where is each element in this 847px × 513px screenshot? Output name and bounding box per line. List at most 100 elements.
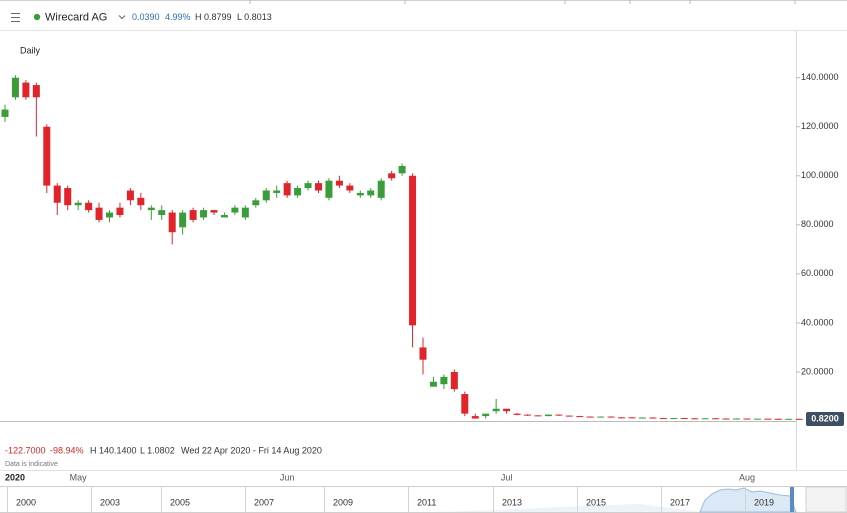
candle-body: [764, 418, 772, 420]
navigator-year: 2017: [670, 497, 690, 507]
x-tick-label: 2020: [5, 472, 25, 482]
candle-body: [283, 183, 291, 196]
candle-body: [356, 192, 364, 196]
navigator-year: 2005: [170, 497, 190, 507]
candle-body: [137, 197, 145, 206]
candle-body: [450, 371, 458, 390]
candle-body: [11, 77, 19, 98]
status-dot: [33, 13, 41, 21]
footer-change: -122.7000: [5, 445, 46, 455]
candle-body: [388, 173, 396, 179]
candle-body: [95, 207, 103, 220]
navigator-area-faint: [430, 504, 700, 512]
candle-body: [649, 417, 657, 419]
footer-high: H 140.1400: [90, 445, 137, 455]
candle-body: [565, 415, 573, 417]
candle-body: [116, 207, 124, 216]
navigator-year: 2015: [586, 497, 606, 507]
candle-body: [503, 408, 511, 412]
price-tag-bg: [806, 411, 844, 426]
candle-body: [189, 210, 197, 220]
candle-body: [273, 190, 281, 193]
candle-body: [367, 190, 375, 196]
candle-body: [513, 413, 521, 415]
candle-body: [200, 210, 208, 218]
footer-change-pct: -98.94%: [50, 445, 84, 455]
candle-body: [524, 414, 531, 416]
y-tick-label: 80.0000: [801, 219, 834, 229]
candle-body: [126, 190, 134, 201]
y-tick-label: 40.0000: [801, 317, 834, 327]
price-tag: 0.8200: [811, 413, 839, 423]
y-tick-label: 100.0000: [801, 170, 839, 180]
footer-range: Wed 22 Apr 2020 - Fri 14 Aug 2020: [181, 445, 322, 455]
navigator-scroll[interactable]: [805, 486, 847, 513]
candle-body: [638, 417, 646, 419]
candle-body: [377, 180, 385, 198]
navigator-year: 2019: [754, 497, 774, 507]
candle-body: [210, 210, 218, 213]
candle-body: [691, 418, 699, 420]
navigator-handle[interactable]: [790, 487, 794, 512]
candle-body: [231, 207, 239, 213]
footer-note: Data is indicative: [5, 461, 58, 468]
candle-body: [64, 188, 72, 206]
candle-body: [335, 180, 343, 186]
candle-body: [628, 417, 636, 419]
navigator-year: 2013: [502, 497, 522, 507]
top-tabs: [249, 0, 796, 4]
dropdown-chevron[interactable]: [118, 15, 126, 20]
candle-body: [701, 418, 709, 420]
candle-body: [179, 212, 187, 228]
x-tick-label: May: [70, 472, 88, 482]
candle-body: [774, 418, 782, 420]
candle-body: [53, 185, 61, 203]
instrument-name[interactable]: Wirecard AG: [45, 11, 107, 23]
candle-body: [346, 185, 354, 191]
navigator-year: 2003: [100, 497, 120, 507]
candle-body: [85, 202, 93, 211]
candle-body: [670, 418, 678, 420]
candle-body: [325, 180, 333, 198]
candle-body: [440, 376, 448, 385]
y-tick-label: 20.0000: [801, 366, 834, 376]
x-tick-label: Aug: [739, 472, 755, 482]
candle-body: [43, 126, 51, 186]
candle-body: [398, 165, 406, 174]
candle-body: [74, 202, 82, 206]
navigator-area: [699, 487, 797, 513]
candle-body: [597, 416, 605, 418]
candle-body: [555, 414, 563, 416]
candle-body: [482, 413, 490, 417]
candle-body: [419, 347, 427, 360]
candle-body: [220, 215, 228, 218]
candle-body: [22, 82, 30, 98]
candle-body: [429, 381, 437, 387]
candle-body: [743, 418, 751, 420]
candle-body: [722, 418, 730, 420]
candle-body: [1, 109, 9, 117]
header-change: 0.0390: [132, 12, 160, 22]
candle-body: [712, 418, 720, 420]
candle-body: [607, 416, 615, 418]
candle-body: [680, 418, 688, 420]
footer-low: L 1.0802: [140, 445, 175, 455]
candle-body: [785, 418, 793, 420]
candle-body: [252, 200, 260, 206]
chart-title: Daily: [20, 45, 41, 55]
y-tick-label: 60.0000: [801, 268, 834, 278]
candle-body: [461, 394, 469, 414]
y-tick-label: 120.0000: [801, 121, 839, 131]
candle-body: [32, 85, 40, 98]
header-high: H 0.8799: [195, 12, 232, 22]
candle-body: [576, 416, 584, 418]
navigator-year: 2000: [16, 497, 36, 507]
candle-body: [304, 183, 312, 189]
candle-body: [168, 212, 176, 233]
header-change-pct: 4.99%: [165, 12, 191, 22]
menu-icon[interactable]: [11, 13, 20, 22]
candle-body: [618, 417, 626, 419]
candle-body: [753, 418, 761, 420]
